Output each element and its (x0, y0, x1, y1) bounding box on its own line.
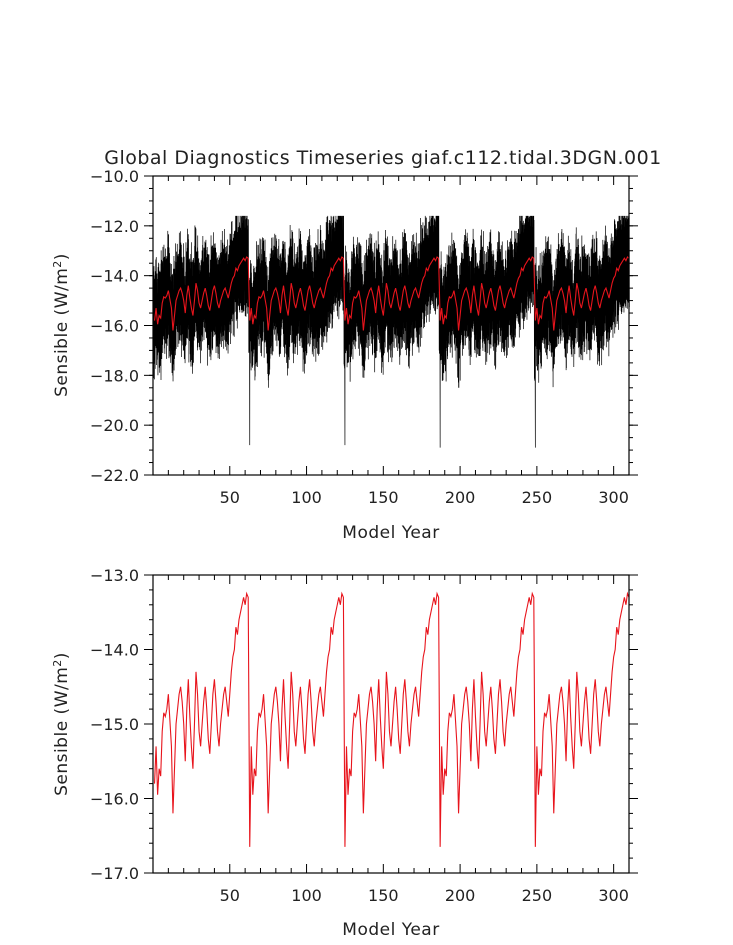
bottom-y-axis-label: Sensible (W/m2) (51, 652, 72, 796)
bottom-x-tick-label: 100 (291, 886, 322, 905)
top-y-tick-label: −14.0 (90, 267, 139, 286)
bottom-x-tick-label: 200 (445, 886, 476, 905)
top-series-line-monthly (153, 215, 630, 448)
top-y-tick-label: −22.0 (90, 466, 139, 485)
bottom-y-tick-label: −17.0 (90, 864, 139, 883)
top-y-tick-label: −10.0 (90, 167, 139, 186)
bottom-axis-ticks: 50 100 150 200 250 300 −17.0 −16.0 −15.0 −14.0 −13… (90, 566, 638, 905)
chart-title: Global Diagnostics Timeseries giaf.c112.… (104, 147, 662, 169)
top-x-tick-label: 100 (291, 488, 322, 507)
top-axis-ticks: 50 100 150 200 250 300 −22.0 −20.0 −18.0 −16.0 −14… (90, 167, 638, 507)
bottom-x-tick-label: 150 (368, 886, 399, 905)
top-y-tick-label: −16.0 (90, 317, 139, 336)
bottom-x-tick-label: 300 (598, 886, 629, 905)
bottom-y-tick-label: −14.0 (90, 641, 139, 660)
bottom-y-tick-label: −15.0 (90, 715, 139, 734)
top-x-axis-label: Model Year (342, 523, 439, 543)
top-x-tick-label: 50 (220, 488, 240, 507)
top-y-tick-label: −18.0 (90, 366, 139, 385)
bottom-series-line-annual (153, 591, 630, 847)
top-x-tick-label: 250 (522, 488, 553, 507)
top-series-line-annual (153, 256, 630, 331)
top-y-tick-label: −20.0 (90, 416, 139, 435)
bottom-x-axis-label: Model Year (342, 920, 439, 940)
bottom-plot-area (153, 591, 630, 847)
bottom-y-tick-label: −16.0 (90, 790, 139, 809)
top-x-tick-label: 150 (368, 488, 399, 507)
bottom-y-tick-label: −13.0 (90, 566, 139, 585)
top-y-tick-label: −12.0 (90, 217, 139, 236)
bottom-x-tick-label: 50 (220, 886, 240, 905)
top-x-tick-label: 200 (445, 488, 476, 507)
top-x-tick-label: 300 (598, 488, 629, 507)
bottom-plot-frame (152, 574, 630, 874)
top-panel: 50 100 150 200 250 300 −22.0 −20.0 −18.0 −16.0 −14… (51, 167, 638, 543)
bottom-x-tick-label: 250 (522, 886, 553, 905)
top-y-axis-label: Sensible (W/m2) (51, 253, 72, 397)
top-plot-area (153, 215, 630, 448)
bottom-panel: 50 100 150 200 250 300 −17.0 −16.0 −15.0 −14.0 −13… (51, 566, 638, 940)
